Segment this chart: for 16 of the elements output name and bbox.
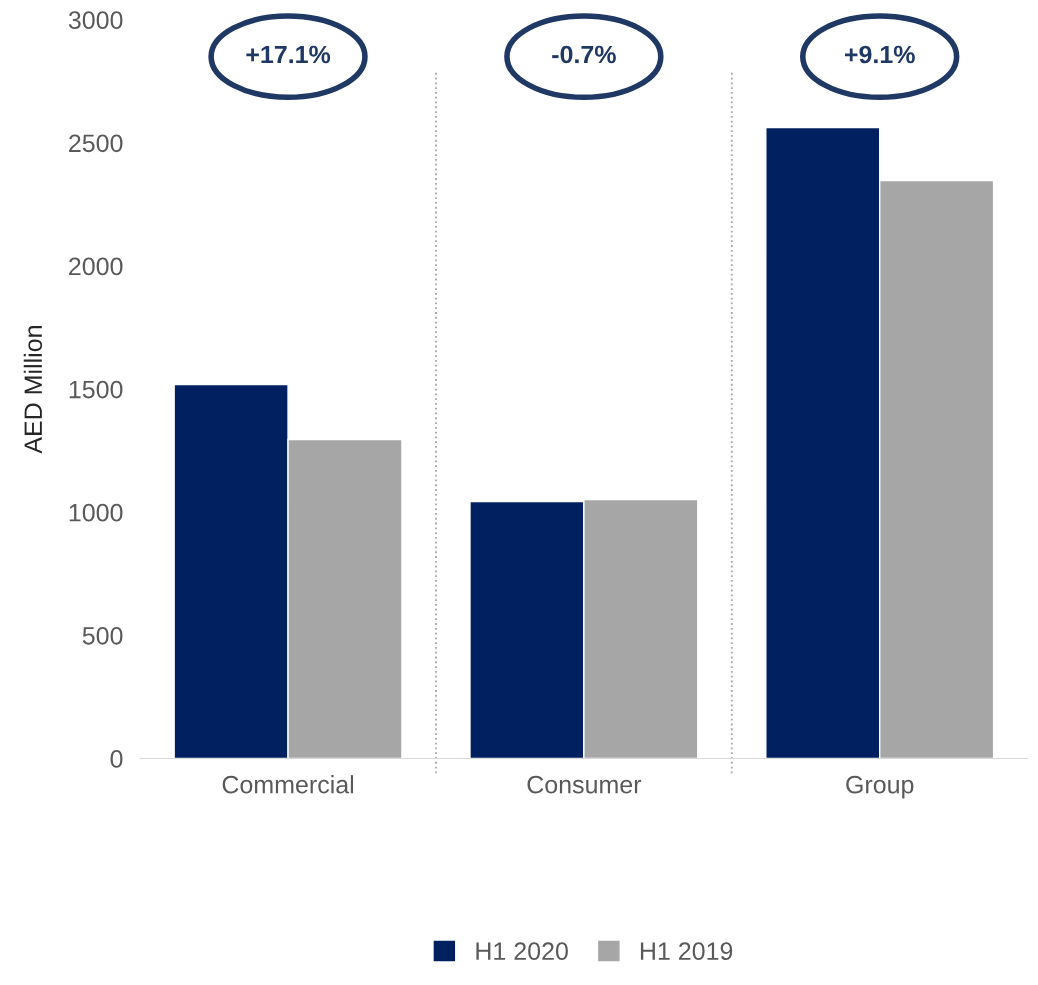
y-tick-label: 2000: [69, 257, 123, 276]
y-axis-title: AED Million: [23, 326, 43, 454]
annotation: -0.7%: [552, 45, 616, 64]
annotation: +17.1%: [246, 45, 331, 64]
y-tick-label: 1500: [69, 380, 123, 399]
legend-label: H1 2020: [476, 942, 568, 961]
legend-label: H1 2019: [640, 942, 733, 961]
y-tick-label: 0: [110, 750, 123, 768]
y-tick-label: 500: [82, 626, 123, 645]
annotation: +9.1%: [844, 45, 915, 64]
y-tick-label: 2500: [69, 134, 123, 153]
x-tick-label: Commercial: [222, 775, 354, 794]
y-tick-label: 3000: [68, 11, 123, 29]
y-tick-label: 1000: [69, 503, 123, 522]
x-tick-label: Group: [846, 775, 914, 799]
x-tick-label: Consumer: [527, 775, 642, 794]
